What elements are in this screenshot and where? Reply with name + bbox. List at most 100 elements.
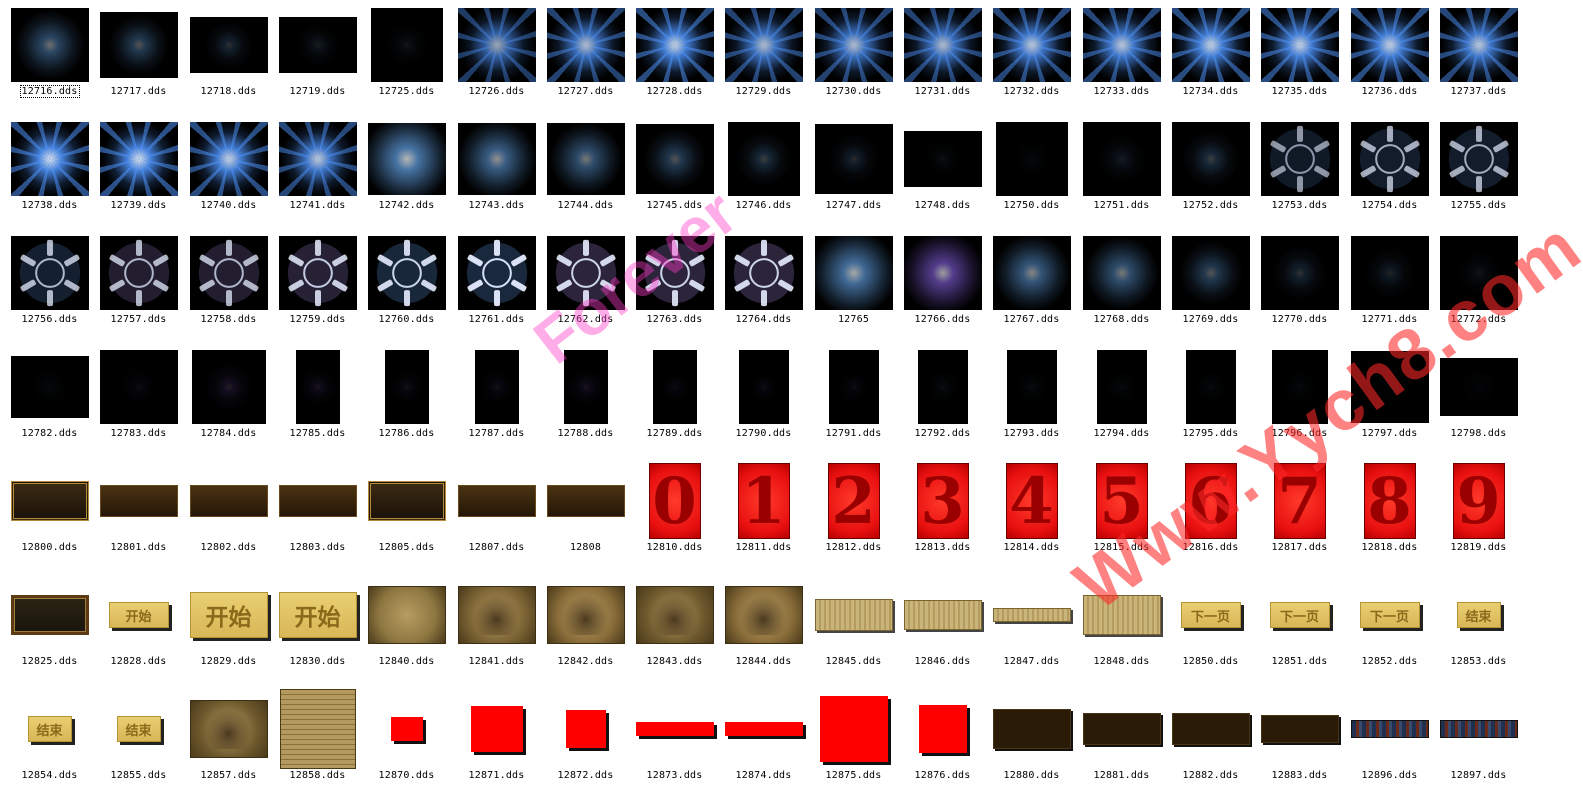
- thumbnail-image-area[interactable]: [1077, 2, 1166, 88]
- file-thumbnail[interactable]: 12727.dds: [541, 2, 630, 116]
- thumbnail-image-area[interactable]: [1077, 572, 1166, 658]
- thumbnail-image-area[interactable]: 7: [1255, 458, 1344, 544]
- file-thumbnail[interactable]: 12790.dds: [719, 344, 808, 458]
- thumbnail-image-area[interactable]: [630, 572, 719, 658]
- thumbnail-image-area[interactable]: [1345, 344, 1434, 430]
- file-thumbnail[interactable]: 下一页 12851.dds: [1255, 572, 1344, 686]
- file-name-label[interactable]: 12762.dds: [541, 314, 630, 325]
- file-thumbnail[interactable]: 12896.dds: [1345, 686, 1434, 800]
- file-thumbnail[interactable]: 12764.dds: [719, 230, 808, 344]
- file-thumbnail[interactable]: 12848.dds: [1077, 572, 1166, 686]
- file-thumbnail[interactable]: 12760.dds: [362, 230, 451, 344]
- file-thumbnail[interactable]: 12725.dds: [362, 2, 451, 116]
- file-name-label[interactable]: 12788.dds: [541, 428, 630, 439]
- file-name-label[interactable]: 12794.dds: [1077, 428, 1166, 439]
- thumbnail-image-area[interactable]: 下一页: [1345, 572, 1434, 658]
- file-thumbnail[interactable]: 12796.dds: [1255, 344, 1344, 458]
- thumbnail-image-area[interactable]: 开始: [273, 572, 362, 658]
- file-name-label[interactable]: 12787.dds: [452, 428, 541, 439]
- thumbnail-image-area[interactable]: [1255, 686, 1344, 772]
- file-thumbnail[interactable]: 12800.dds: [5, 458, 94, 572]
- thumbnail-image-area[interactable]: 结束: [94, 686, 183, 772]
- thumbnail-image-area[interactable]: [452, 116, 541, 202]
- file-name-label[interactable]: 12744.dds: [541, 200, 630, 211]
- file-name-label[interactable]: 12738.dds: [5, 200, 94, 211]
- thumbnail-image-area[interactable]: [1077, 230, 1166, 316]
- file-name-label[interactable]: 12793.dds: [987, 428, 1076, 439]
- thumbnail-image-area[interactable]: [362, 116, 451, 202]
- thumbnail-image-area[interactable]: [541, 230, 630, 316]
- file-name-label[interactable]: 12753.dds: [1255, 200, 1344, 211]
- thumbnail-image-area[interactable]: [362, 572, 451, 658]
- file-thumbnail[interactable]: 12805.dds: [362, 458, 451, 572]
- file-thumbnail[interactable]: 12875.dds: [809, 686, 898, 800]
- file-thumbnail[interactable]: 12771.dds: [1345, 230, 1434, 344]
- file-name-label[interactable]: 12841.dds: [452, 656, 541, 667]
- thumbnail-image-area[interactable]: 3: [898, 458, 987, 544]
- thumbnail-image-area[interactable]: [184, 344, 273, 430]
- thumbnail-image-area[interactable]: [94, 2, 183, 88]
- file-name-label[interactable]: 12882.dds: [1166, 770, 1255, 781]
- file-name-label[interactable]: 12784.dds: [184, 428, 273, 439]
- file-name-label[interactable]: 12846.dds: [898, 656, 987, 667]
- file-name-label[interactable]: 12811.dds: [719, 542, 808, 553]
- thumbnail-image-area[interactable]: [452, 230, 541, 316]
- file-name-label[interactable]: 12805.dds: [362, 542, 451, 553]
- file-thumbnail[interactable]: 开始 12830.dds: [273, 572, 362, 686]
- file-thumbnail[interactable]: 12880.dds: [987, 686, 1076, 800]
- thumbnail-image-area[interactable]: [273, 116, 362, 202]
- thumbnail-image-area[interactable]: [630, 116, 719, 202]
- thumbnail-image-area[interactable]: [987, 116, 1076, 202]
- thumbnail-image-area[interactable]: [362, 2, 451, 88]
- thumbnail-image-area[interactable]: [1434, 686, 1523, 772]
- file-thumbnail[interactable]: 12881.dds: [1077, 686, 1166, 800]
- thumbnail-image-area[interactable]: [184, 686, 273, 772]
- thumbnail-image-area[interactable]: 结束: [5, 686, 94, 772]
- file-thumbnail[interactable]: 12743.dds: [452, 116, 541, 230]
- thumbnail-image-area[interactable]: [719, 116, 808, 202]
- file-thumbnail[interactable]: 3 12813.dds: [898, 458, 987, 572]
- file-name-label[interactable]: 12874.dds: [719, 770, 808, 781]
- file-thumbnail[interactable]: 12770.dds: [1255, 230, 1344, 344]
- thumbnail-image-area[interactable]: [184, 2, 273, 88]
- file-thumbnail[interactable]: 12876.dds: [898, 686, 987, 800]
- file-thumbnail[interactable]: 12748.dds: [898, 116, 987, 230]
- file-thumbnail[interactable]: 12751.dds: [1077, 116, 1166, 230]
- file-name-label[interactable]: 12737.dds: [1434, 86, 1523, 97]
- file-thumbnail[interactable]: 2 12812.dds: [809, 458, 898, 572]
- file-name-label[interactable]: 12828.dds: [94, 656, 183, 667]
- file-thumbnail[interactable]: 12744.dds: [541, 116, 630, 230]
- thumbnail-image-area[interactable]: 8: [1345, 458, 1434, 544]
- file-name-label[interactable]: 12875.dds: [809, 770, 898, 781]
- thumbnail-image-area[interactable]: [898, 572, 987, 658]
- file-thumbnail[interactable]: 12732.dds: [987, 2, 1076, 116]
- thumbnail-image-area[interactable]: 4: [987, 458, 1076, 544]
- file-thumbnail[interactable]: 8 12818.dds: [1345, 458, 1434, 572]
- thumbnail-image-area[interactable]: [898, 230, 987, 316]
- file-name-label[interactable]: 12797.dds: [1345, 428, 1434, 439]
- thumbnail-image-area[interactable]: [5, 458, 94, 544]
- thumbnail-image-area[interactable]: [630, 2, 719, 88]
- thumbnail-image-area[interactable]: [184, 230, 273, 316]
- thumbnail-image-area[interactable]: [719, 230, 808, 316]
- file-thumbnail[interactable]: 12847.dds: [987, 572, 1076, 686]
- thumbnail-image-area[interactable]: [1255, 2, 1344, 88]
- file-thumbnail[interactable]: 12757.dds: [94, 230, 183, 344]
- file-name-label[interactable]: 12747.dds: [809, 200, 898, 211]
- file-name-label[interactable]: 12842.dds: [541, 656, 630, 667]
- file-thumbnail[interactable]: 12716.dds: [5, 2, 94, 116]
- file-name-label[interactable]: 12807.dds: [452, 542, 541, 553]
- file-thumbnail[interactable]: 12842.dds: [541, 572, 630, 686]
- thumbnail-image-area[interactable]: [898, 2, 987, 88]
- file-thumbnail[interactable]: 12858.dds: [273, 686, 362, 800]
- file-thumbnail[interactable]: 12882.dds: [1166, 686, 1255, 800]
- thumbnail-image-area[interactable]: [1434, 344, 1523, 430]
- file-name-label[interactable]: 12746.dds: [719, 200, 808, 211]
- thumbnail-image-area[interactable]: [1077, 116, 1166, 202]
- file-thumbnail[interactable]: 12782.dds: [5, 344, 94, 458]
- thumbnail-image-area[interactable]: [541, 344, 630, 430]
- thumbnail-image-area[interactable]: 2: [809, 458, 898, 544]
- file-name-label[interactable]: 12873.dds: [630, 770, 719, 781]
- thumbnail-image-area[interactable]: [809, 344, 898, 430]
- file-thumbnail[interactable]: 4 12814.dds: [987, 458, 1076, 572]
